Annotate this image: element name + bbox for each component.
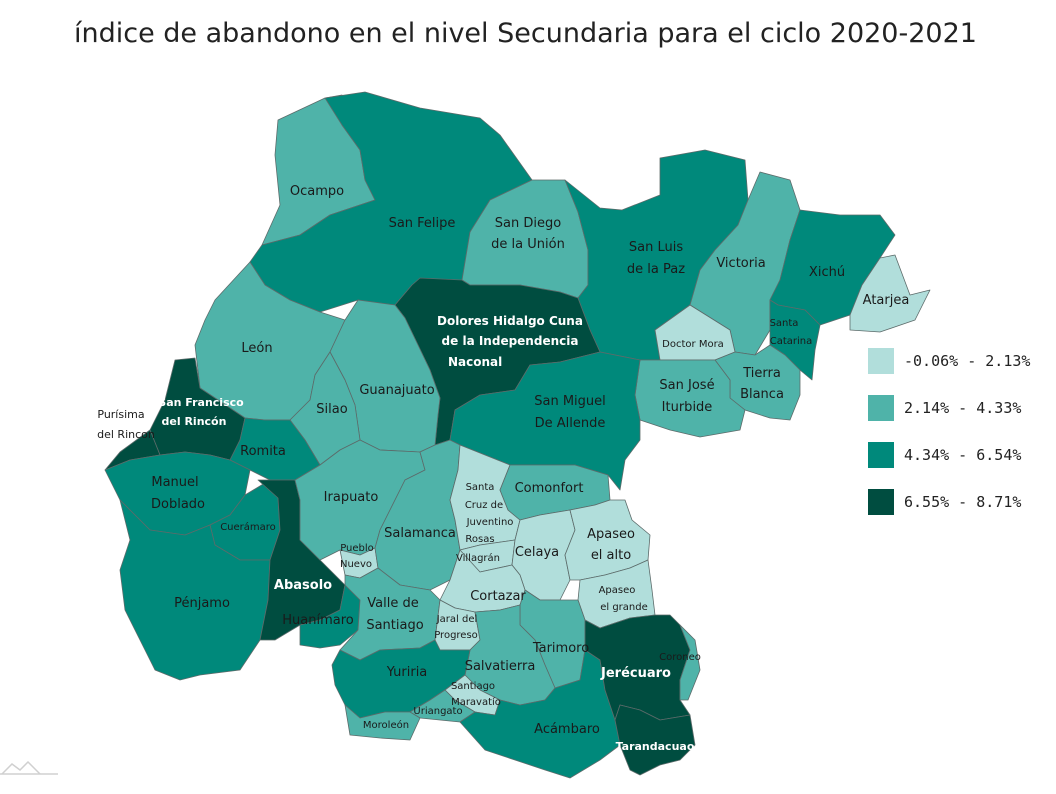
label-leon: León: [241, 341, 272, 356]
label-romita: Romita: [240, 444, 286, 459]
region-san-miguel-allende[interactable]: [449, 351, 641, 491]
label-sfr-1: San Francisco: [158, 396, 244, 409]
label-sma-2: De Allende: [535, 416, 606, 431]
label-doctor-mora: Doctor Mora: [662, 339, 724, 350]
legend-item-2[interactable]: 2.14% - 4.33%: [868, 393, 1056, 423]
label-san-felipe: San Felipe: [389, 216, 456, 231]
label-apaseo-grande-1: Apaseo: [599, 585, 636, 596]
label-huanimaro: Huanímaro: [282, 613, 354, 628]
label-slp-1: San Luis: [629, 240, 683, 255]
legend-swatch-3: [868, 442, 894, 468]
region-coroneo[interactable]: [679, 624, 701, 701]
region-penjamo[interactable]: [119, 499, 271, 681]
label-dolores-2: de la Independencia: [442, 334, 579, 348]
legend-label-4: 6.55% - 8.71%: [904, 493, 1022, 511]
label-sji-2: Iturbide: [662, 400, 713, 415]
label-acambaro: Acámbaro: [534, 722, 600, 737]
label-salvatierra: Salvatierra: [465, 659, 536, 674]
label-santa-catarina-2: Catarina: [770, 336, 813, 347]
label-dolores-3: Naconal: [448, 355, 502, 369]
legend-item-4[interactable]: 6.55% - 8.71%: [868, 487, 1056, 517]
label-san-diego-1: San Diego: [495, 216, 561, 231]
label-santa-cruz-4: Rosas: [465, 534, 494, 545]
label-purisima-2: del Rincon: [97, 428, 155, 441]
region-moroleon[interactable]: [344, 704, 421, 741]
label-silao: Silao: [316, 402, 347, 417]
label-guanajuato: Guanajuato: [359, 383, 434, 398]
label-coroneo: Coroneo: [659, 652, 701, 663]
label-pueblo-2: Nuevo: [340, 559, 372, 570]
label-abasolo: Abasolo: [274, 578, 332, 593]
label-victoria: Victoria: [716, 256, 765, 271]
label-villagran: Villagrán: [456, 552, 500, 564]
label-atarjea: Atarjea: [863, 293, 910, 308]
legend-swatch-4: [868, 489, 894, 515]
region-tarandacuao[interactable]: [614, 704, 696, 776]
region-atarjea[interactable]: [849, 254, 931, 333]
label-cortazar: Cortazar: [470, 589, 526, 604]
label-valle-2: Santiago: [366, 618, 423, 633]
legend-swatch-1: [868, 348, 894, 374]
legend-label-2: 2.14% - 4.33%: [904, 399, 1022, 417]
label-santa-catarina-1: Santa: [770, 318, 799, 329]
label-apaseo-alto-1: Apaseo: [587, 527, 635, 542]
map-title: índice de abandono en el nivel Secundari…: [74, 18, 977, 49]
label-jaral-1: Jaral del: [436, 614, 478, 625]
legend-label-1: -0.06% - 2.13%: [904, 352, 1031, 370]
label-penjamo: Pénjamo: [174, 596, 230, 611]
label-santa-cruz-3: Juventino: [466, 517, 514, 528]
label-ocampo: Ocampo: [290, 184, 344, 199]
label-dolores-1: Dolores Hidalgo Cuna: [437, 314, 583, 328]
legend-item-1[interactable]: -0.06% - 2.13%: [868, 346, 1056, 376]
label-pueblo-1: Pueblo: [340, 543, 374, 554]
label-apaseo-alto-2: el alto: [591, 548, 631, 563]
legend-item-3[interactable]: 4.34% - 6.54%: [868, 440, 1056, 470]
region-santa-catarina[interactable]: [769, 299, 821, 381]
label-cueramaro: Cuerámaro: [220, 521, 276, 533]
label-santa-cruz-1: Santa: [466, 482, 495, 493]
label-comonfort: Comonfort: [515, 481, 584, 496]
label-irapuato: Irapuato: [324, 490, 379, 505]
legend-label-3: 4.34% - 6.54%: [904, 446, 1022, 464]
label-apaseo-grande-2: el grande: [600, 602, 648, 613]
label-jaral-2: Progreso: [434, 630, 478, 641]
legend-swatch-2: [868, 395, 894, 421]
label-santiago-1: Santiago: [451, 681, 495, 692]
label-uriangato: Uriangato: [413, 706, 462, 717]
region-san-felipe[interactable]: [249, 91, 533, 313]
label-sma-1: San Miguel: [534, 394, 606, 409]
label-sfr-2: del Rincón: [162, 415, 227, 428]
label-salamanca: Salamanca: [384, 526, 456, 541]
label-manuel-1: Manuel: [151, 475, 198, 490]
label-purisima-1: Purísima: [97, 408, 144, 421]
mountain-logo-icon: [0, 760, 58, 775]
label-tierra-blanca-1: Tierra: [742, 366, 781, 381]
label-tarandacuao: Tarandacuao: [616, 740, 695, 753]
label-valle-1: Valle de: [367, 596, 418, 611]
label-xichu: Xichú: [809, 265, 845, 280]
label-tierra-blanca-2: Blanca: [740, 387, 784, 402]
label-santa-cruz-2: Cruz de: [465, 500, 503, 511]
label-san-diego-2: de la Unión: [491, 237, 565, 252]
label-sji-1: San José: [659, 378, 714, 393]
label-tarimoro: Tarimoro: [532, 641, 589, 656]
label-jerecuaro: Jerécuaro: [600, 666, 671, 681]
label-moroleon: Moroleón: [363, 719, 409, 731]
region-victoria[interactable]: [689, 171, 801, 356]
region-salamanca[interactable]: [374, 439, 461, 591]
label-celaya: Celaya: [515, 545, 559, 560]
label-slp-2: de la Paz: [627, 262, 685, 277]
label-santiago-2: Maravatío: [451, 696, 501, 708]
label-yuriria: Yuriria: [386, 665, 428, 680]
label-manuel-2: Doblado: [151, 497, 205, 512]
